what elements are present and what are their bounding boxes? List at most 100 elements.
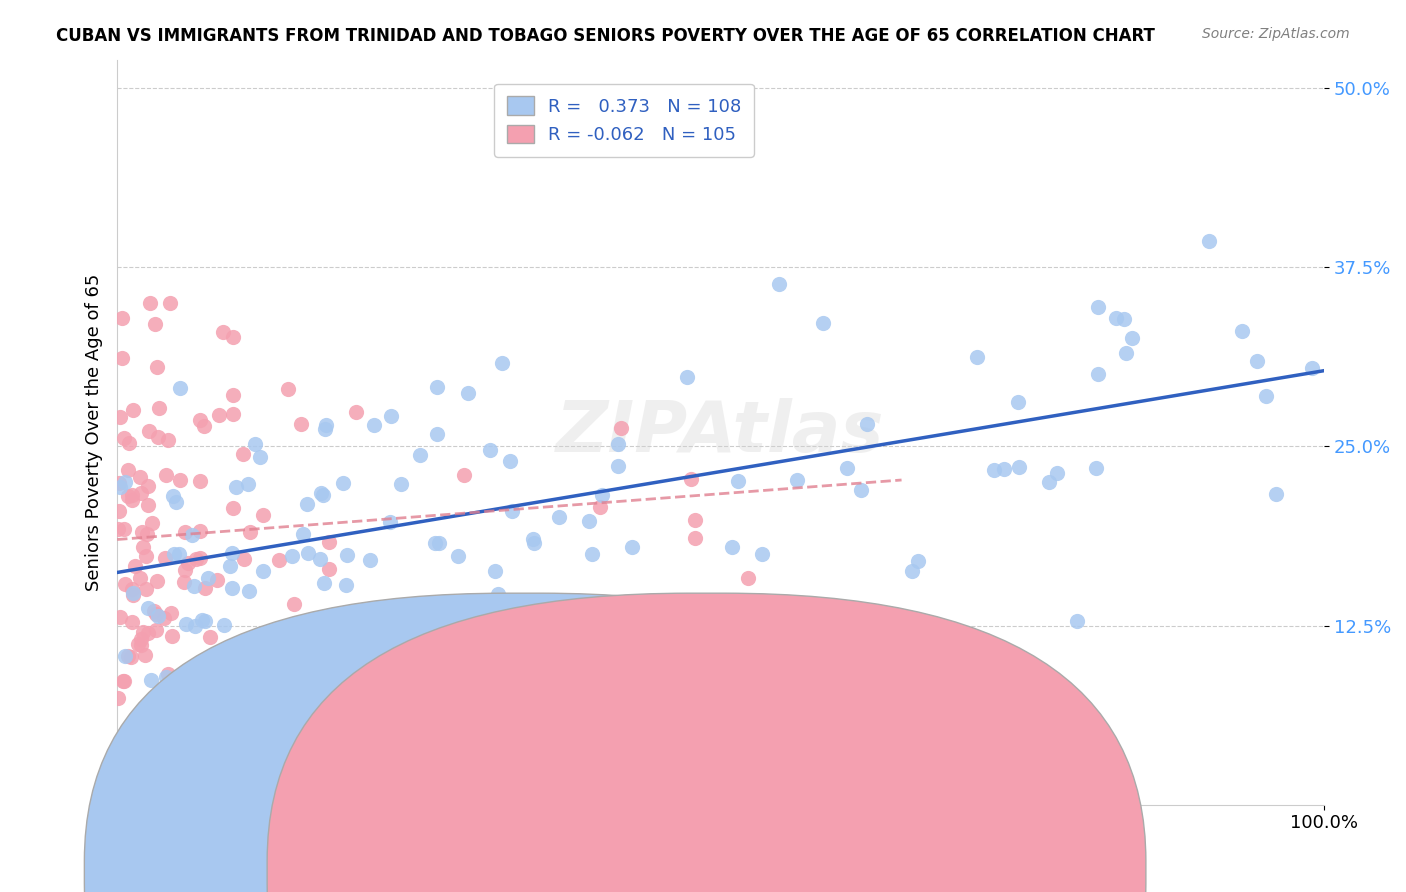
Point bbox=[162, 489, 184, 503]
Point bbox=[121, 582, 143, 596]
Point bbox=[122, 588, 145, 602]
Point bbox=[194, 582, 217, 596]
Point bbox=[222, 329, 245, 343]
Point bbox=[198, 630, 221, 644]
Point bbox=[426, 427, 449, 442]
Point bbox=[314, 422, 336, 436]
Point bbox=[488, 587, 510, 601]
Point bbox=[281, 549, 304, 563]
Point bbox=[139, 673, 162, 687]
Point bbox=[131, 625, 153, 640]
Point bbox=[160, 606, 183, 620]
Point bbox=[136, 479, 159, 493]
Point bbox=[129, 486, 152, 500]
Legend: R =   0.373   N = 108, R = -0.062   N = 105: R = 0.373 N = 108, R = -0.062 N = 105 bbox=[494, 84, 754, 156]
Point bbox=[108, 476, 131, 491]
Point bbox=[112, 522, 135, 536]
Point bbox=[131, 524, 153, 539]
Point bbox=[159, 296, 181, 310]
Text: Cubans: Cubans bbox=[557, 852, 624, 870]
Point bbox=[107, 522, 129, 536]
Point bbox=[620, 540, 643, 554]
Point bbox=[522, 532, 544, 546]
Point bbox=[1087, 367, 1109, 381]
Point bbox=[1087, 301, 1109, 315]
Point bbox=[236, 476, 259, 491]
Point bbox=[128, 570, 150, 584]
Point bbox=[1230, 324, 1253, 338]
Point bbox=[135, 549, 157, 563]
Point bbox=[221, 581, 243, 595]
Point bbox=[117, 436, 139, 450]
Point bbox=[813, 316, 835, 330]
Point bbox=[188, 656, 211, 670]
Point bbox=[221, 546, 243, 560]
Point bbox=[212, 326, 235, 340]
Point bbox=[129, 638, 152, 652]
Text: Source: ZipAtlas.com: Source: ZipAtlas.com bbox=[1202, 27, 1350, 41]
Point bbox=[363, 417, 385, 432]
Point bbox=[1066, 615, 1088, 629]
Point bbox=[1046, 467, 1069, 481]
Point bbox=[157, 666, 180, 681]
Point bbox=[737, 571, 759, 585]
Point bbox=[1301, 361, 1323, 376]
Point bbox=[675, 370, 697, 384]
Point bbox=[174, 616, 197, 631]
Point bbox=[139, 296, 162, 310]
Point bbox=[122, 402, 145, 417]
Point bbox=[336, 548, 359, 562]
Point bbox=[252, 508, 274, 523]
Y-axis label: Seniors Poverty Over the Age of 65: Seniors Poverty Over the Age of 65 bbox=[86, 274, 103, 591]
Point bbox=[837, 461, 859, 475]
Point bbox=[155, 468, 177, 483]
Point bbox=[491, 356, 513, 370]
Point bbox=[993, 462, 1015, 476]
Point bbox=[266, 656, 288, 670]
Point bbox=[679, 472, 702, 486]
Point bbox=[138, 424, 160, 438]
Point bbox=[312, 575, 335, 590]
Point bbox=[169, 473, 191, 487]
Text: Immigrants from Trinidad and Tobago: Immigrants from Trinidad and Tobago bbox=[675, 852, 1012, 870]
Point bbox=[683, 513, 706, 527]
Point bbox=[222, 388, 245, 402]
Point bbox=[311, 486, 333, 500]
Point bbox=[121, 615, 143, 629]
Point bbox=[581, 547, 603, 561]
Point bbox=[135, 582, 157, 596]
Point bbox=[112, 431, 135, 445]
Point bbox=[107, 504, 129, 518]
Point bbox=[1254, 389, 1277, 403]
Point bbox=[193, 418, 215, 433]
Point bbox=[145, 607, 167, 621]
Point bbox=[249, 450, 271, 464]
Point bbox=[127, 637, 149, 651]
Point bbox=[107, 691, 129, 706]
Point bbox=[359, 553, 381, 567]
Point bbox=[205, 573, 228, 587]
Point bbox=[312, 488, 335, 502]
Point bbox=[245, 437, 267, 451]
Point bbox=[117, 489, 139, 503]
Point bbox=[146, 359, 169, 374]
Point bbox=[983, 463, 1005, 477]
Point bbox=[165, 495, 187, 509]
Point bbox=[134, 648, 156, 662]
Point bbox=[499, 454, 522, 468]
Point bbox=[148, 430, 170, 444]
Point bbox=[160, 629, 183, 643]
Point bbox=[219, 559, 242, 574]
Point bbox=[380, 409, 402, 423]
Point bbox=[121, 492, 143, 507]
Point bbox=[135, 527, 157, 541]
Point bbox=[309, 551, 332, 566]
Point bbox=[727, 474, 749, 488]
Point bbox=[225, 480, 247, 494]
Point bbox=[297, 546, 319, 560]
Point bbox=[315, 417, 337, 432]
Point bbox=[222, 501, 245, 516]
Point bbox=[283, 597, 305, 611]
Point bbox=[291, 526, 314, 541]
Point bbox=[194, 614, 217, 628]
